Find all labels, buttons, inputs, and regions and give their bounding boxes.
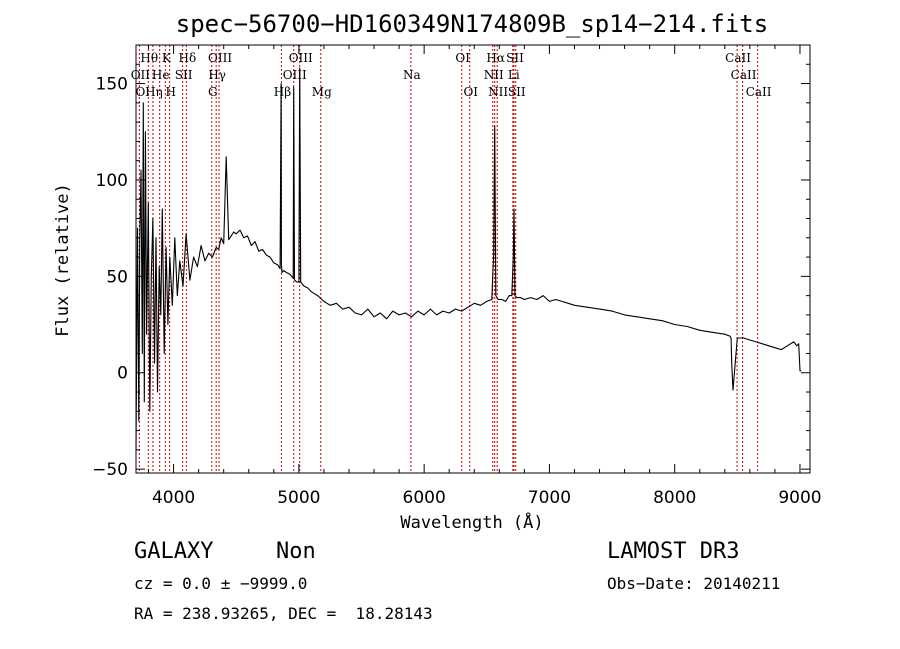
object-class: GALAXY bbox=[134, 539, 214, 564]
marker-label: Hη bbox=[145, 85, 163, 99]
plot-frame bbox=[135, 44, 811, 474]
marker-label: Na bbox=[403, 68, 421, 82]
coordinates-line: RA = 238.93265, DEC = 18.28143 bbox=[134, 604, 433, 623]
spectrum-line bbox=[135, 67, 802, 450]
marker-label: Hθ bbox=[140, 51, 158, 65]
y-tick-label: 0 bbox=[117, 364, 128, 384]
marker-label: Mg bbox=[312, 85, 332, 99]
marker-label: NII bbox=[484, 68, 504, 82]
marker-label: OII bbox=[131, 68, 151, 82]
marker-label: OI bbox=[463, 85, 478, 99]
survey-name: LAMOST DR3 bbox=[607, 539, 740, 564]
marker-label: CaII bbox=[746, 85, 772, 99]
marker-label: OI bbox=[455, 51, 470, 65]
y-tick-label: −50 bbox=[92, 460, 128, 480]
spectrum-series bbox=[135, 67, 802, 450]
marker-label: G bbox=[208, 85, 218, 99]
x-axis-label: Wavelength (Å) bbox=[400, 511, 543, 533]
marker-label: K bbox=[162, 51, 172, 65]
y-axis-label: Flux (relative) bbox=[53, 183, 73, 337]
marker-label: SII bbox=[508, 85, 526, 99]
marker-label: CaII bbox=[725, 51, 751, 65]
x-tick-label: 9000 bbox=[778, 488, 821, 508]
x-tick-label: 8000 bbox=[653, 488, 696, 508]
axis-ticks: 4000 5000 6000 7000 8000 9000 −50 0 50 100 150 bbox=[92, 45, 822, 508]
marker-label: SII bbox=[175, 68, 193, 82]
marker-label: Hδ bbox=[179, 51, 197, 65]
marker-label: O bbox=[135, 85, 145, 99]
marker-label: NII bbox=[488, 85, 508, 99]
chart-title: spec−56700−HD160349N174809B_sp14−214.fit… bbox=[176, 10, 768, 38]
marker-label: H bbox=[165, 85, 175, 99]
observation-date: Obs−Date: 20140211 bbox=[607, 574, 781, 593]
marker-label: Hβ bbox=[274, 85, 291, 99]
object-subclass: Non bbox=[276, 539, 316, 564]
marker-label: OIII bbox=[208, 51, 232, 65]
marker-label: OIII bbox=[289, 51, 313, 65]
y-tick-label: 100 bbox=[96, 171, 128, 191]
x-tick-label: 6000 bbox=[403, 488, 446, 508]
x-tick-label: 5000 bbox=[277, 488, 320, 508]
x-tick-label: 4000 bbox=[152, 488, 195, 508]
marker-label: Hγ bbox=[208, 68, 226, 82]
y-tick-label: 50 bbox=[106, 267, 128, 287]
marker-label: SII bbox=[506, 51, 524, 65]
marker-label: CaII bbox=[731, 68, 757, 82]
y-tick-label: 150 bbox=[96, 75, 128, 95]
marker-label: Hα bbox=[486, 51, 505, 65]
marker-label: He bbox=[152, 68, 170, 82]
marker-label: OIII bbox=[283, 68, 307, 82]
x-tick-label: 7000 bbox=[528, 488, 571, 508]
redshift-line: cz = 0.0 ± −9999.0 bbox=[134, 574, 308, 593]
marker-label: Li bbox=[508, 68, 520, 82]
